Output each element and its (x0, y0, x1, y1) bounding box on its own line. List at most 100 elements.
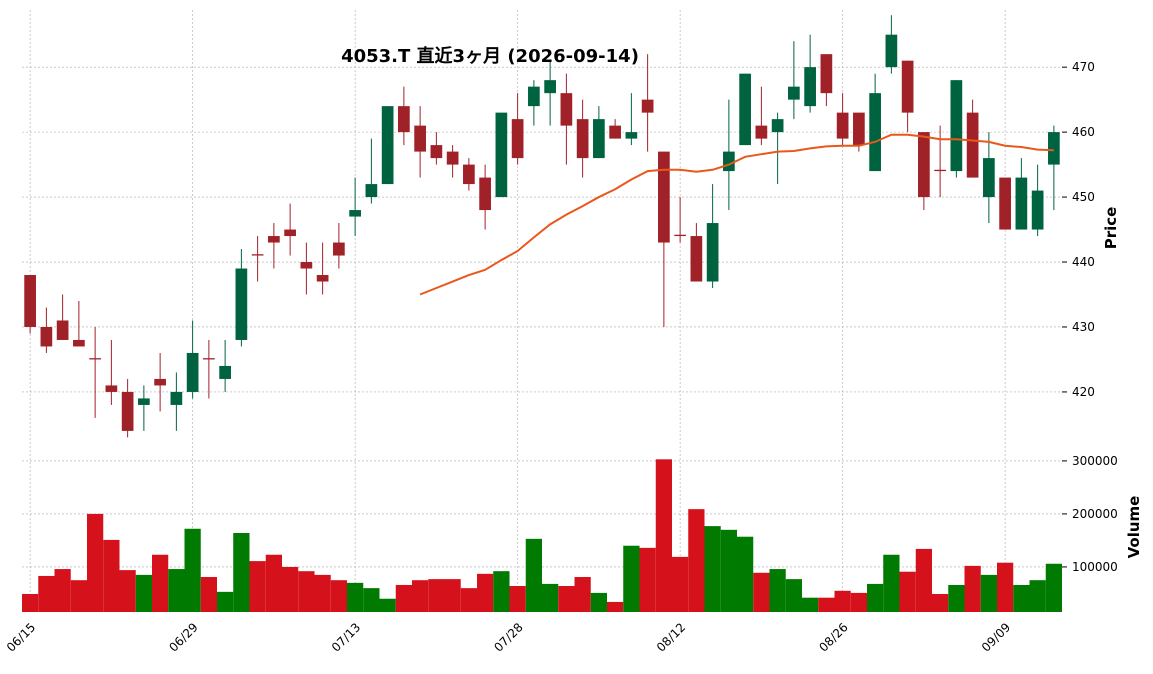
candle-body (251, 254, 264, 256)
candle-body (333, 242, 345, 256)
y-tick-label: 200000 (1072, 507, 1118, 521)
volume-bar (818, 597, 835, 612)
volume-bar (655, 459, 672, 612)
volume-bar (607, 601, 624, 612)
candle-body (755, 125, 768, 139)
volume-bar (428, 579, 445, 612)
candle-body (381, 106, 394, 185)
candle-body (658, 151, 670, 243)
volume-bar (785, 579, 802, 612)
candle-body (641, 99, 654, 113)
candle-body (398, 106, 410, 133)
candle-body (999, 177, 1011, 230)
volume-bar (737, 536, 754, 612)
volume-bar (282, 566, 299, 612)
candle-body (284, 229, 296, 237)
candle-body (24, 275, 36, 327)
candle-body (544, 80, 556, 94)
volume-bar (395, 584, 412, 612)
candle-body (869, 93, 881, 172)
candle-body (446, 151, 459, 165)
volume-bar (22, 593, 39, 612)
volume-bar (298, 571, 315, 612)
candle-body (853, 112, 865, 146)
volume-bar (542, 583, 559, 612)
candle-body (268, 236, 280, 243)
volume-bar (688, 509, 705, 612)
volume-bar (152, 554, 169, 612)
candle-body (73, 339, 85, 347)
candle-body (40, 326, 53, 347)
candle-body (706, 223, 719, 282)
candle-body (983, 158, 995, 198)
candle-body (1015, 177, 1028, 230)
candle-body (576, 119, 589, 159)
volume-bar (412, 580, 429, 612)
candle-body (966, 112, 979, 178)
candle-body (934, 169, 946, 172)
volume-bar (883, 554, 900, 612)
y-tick-label: 300000 (1072, 454, 1118, 468)
candle-body (1048, 132, 1060, 165)
volume-bar (347, 582, 364, 612)
candle-body (203, 358, 215, 360)
candle-body (950, 80, 963, 172)
candle-body (723, 151, 735, 172)
candle-body (836, 112, 849, 139)
candle-body (121, 391, 134, 431)
volume-bar (769, 569, 786, 612)
candle-body (170, 391, 183, 405)
volume-bar (168, 569, 185, 612)
candle-body (625, 132, 638, 139)
y-tick-label: 420 (1072, 385, 1095, 399)
volume-bar (87, 513, 104, 612)
volume-bar (249, 561, 266, 612)
x-tick-label: 07/13 (329, 620, 363, 654)
candle-body (690, 236, 703, 282)
x-tick-label: 08/12 (654, 620, 688, 654)
volume-bar (948, 584, 965, 612)
candle-body (186, 352, 199, 392)
volume-bar (184, 528, 201, 612)
candle-body (479, 177, 491, 211)
volume-bar (200, 577, 217, 612)
candle-body (511, 119, 524, 159)
volume-bar (135, 574, 152, 612)
volume-bar (997, 562, 1014, 612)
volume-bar (915, 548, 932, 612)
x-tick-label: 08/26 (816, 620, 850, 654)
volume-bar (867, 583, 884, 612)
candle-body (528, 86, 540, 107)
candle-body (316, 275, 329, 282)
volume-bar (509, 586, 526, 612)
candle-body (804, 67, 816, 107)
volume-bar (899, 571, 916, 612)
volume-bar (1045, 563, 1062, 612)
candle-body (463, 164, 475, 185)
y-tick-label: 100000 (1072, 560, 1118, 574)
volume-bar (525, 538, 542, 612)
candle-body (300, 262, 313, 269)
volume-bar (265, 554, 282, 612)
candle-body (901, 60, 914, 113)
candle-body (105, 385, 118, 392)
candle-body (1031, 190, 1044, 230)
volume-bar (444, 579, 461, 612)
volume-bar (672, 556, 689, 612)
volume-bar (850, 592, 867, 612)
volume-bar (493, 571, 510, 612)
volume-bar (980, 574, 997, 612)
volume-bar (834, 590, 851, 612)
y-tick-label: 440 (1072, 255, 1095, 269)
volume-bar (574, 577, 591, 612)
candle-body (56, 320, 69, 340)
x-tick-label: 07/28 (491, 620, 525, 654)
candle-body (820, 54, 833, 94)
volume-bar (70, 580, 87, 612)
candle-body (593, 119, 605, 159)
y-tick-label: 450 (1072, 190, 1095, 204)
volume-bar (233, 533, 250, 612)
candle-body (219, 365, 231, 379)
volume-bar (477, 573, 494, 612)
